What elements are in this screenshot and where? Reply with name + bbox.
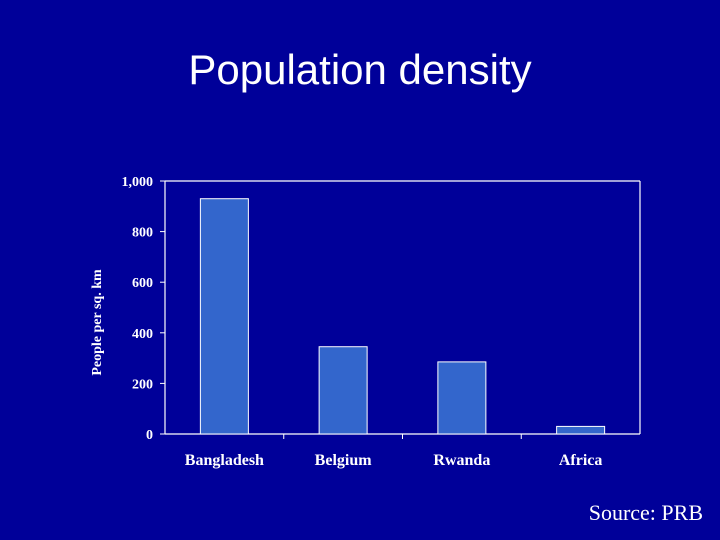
source-note: Source: PRB <box>588 500 703 525</box>
bar-rwanda <box>437 361 487 435</box>
bar-bangladesh <box>199 198 249 435</box>
y-tick-label: 1,000 <box>122 175 154 190</box>
bar-africa <box>556 425 606 435</box>
slide-title: Population density <box>188 46 532 93</box>
x-tick-label: Rwanda <box>433 452 490 469</box>
y-tick-label: 400 <box>132 327 153 342</box>
y-tick-label: 800 <box>132 226 153 241</box>
x-tick-label: Africa <box>559 452 603 469</box>
y-tick-label: 0 <box>146 428 153 443</box>
x-tick-label: Belgium <box>315 452 373 469</box>
y-axis-label: People per sq. km <box>90 269 105 376</box>
bar-belgium <box>318 346 368 435</box>
y-tick-label: 200 <box>132 377 153 392</box>
y-tick-label: 600 <box>132 276 153 291</box>
x-tick-label: Bangladesh <box>185 452 264 469</box>
